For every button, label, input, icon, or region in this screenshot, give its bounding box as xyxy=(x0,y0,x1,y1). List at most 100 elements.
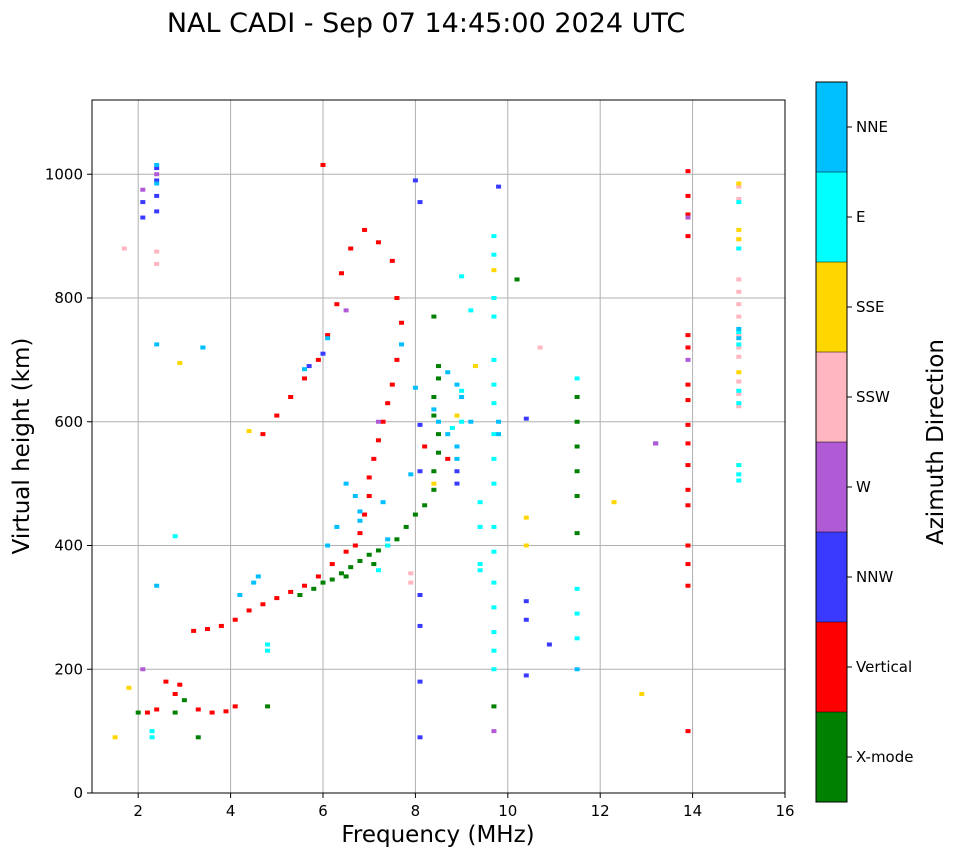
data-point xyxy=(140,667,146,672)
x-tick-label: 16 xyxy=(775,802,794,820)
y-axis: 0 200 400 600 800 1000 xyxy=(45,165,92,802)
data-point xyxy=(685,729,691,734)
data-point xyxy=(357,509,363,514)
data-point xyxy=(181,698,187,703)
data-point xyxy=(574,444,580,449)
data-point xyxy=(412,512,418,517)
series-x-mode xyxy=(135,277,580,740)
data-point xyxy=(154,342,160,347)
data-point xyxy=(685,463,691,468)
data-point xyxy=(736,277,742,282)
data-point xyxy=(385,537,391,542)
data-point xyxy=(246,608,252,613)
data-point xyxy=(375,548,381,553)
data-point xyxy=(454,469,460,474)
data-point xyxy=(154,193,160,198)
data-point xyxy=(685,193,691,198)
data-point xyxy=(154,583,160,588)
data-point xyxy=(436,450,441,455)
data-point xyxy=(431,413,437,418)
data-point xyxy=(736,197,742,201)
data-point xyxy=(685,487,691,492)
data-point xyxy=(408,571,414,576)
data-point xyxy=(436,364,441,369)
data-point xyxy=(468,419,474,424)
data-point xyxy=(371,456,377,461)
data-point xyxy=(685,215,691,220)
data-point xyxy=(422,503,428,508)
data-point xyxy=(436,376,441,381)
data-point xyxy=(523,416,529,421)
data-point xyxy=(431,395,437,399)
data-point xyxy=(154,249,160,254)
colorbar: X-mode Vertical NNW W SSW SSE E NNE xyxy=(815,81,913,803)
data-point xyxy=(491,432,497,437)
colorbar-tick-label: SSW xyxy=(856,388,890,406)
data-point xyxy=(491,704,497,709)
data-point xyxy=(431,469,437,474)
data-point xyxy=(412,385,418,390)
x-tick-label: 12 xyxy=(591,802,610,820)
data-point xyxy=(491,630,497,635)
data-point xyxy=(574,469,580,474)
colorbar-tick-label: X-mode xyxy=(856,748,913,766)
data-point xyxy=(454,413,460,418)
data-point xyxy=(334,524,340,529)
data-point xyxy=(389,258,395,263)
data-marks xyxy=(112,162,742,740)
data-point xyxy=(394,537,400,542)
data-point xyxy=(195,735,201,740)
data-point xyxy=(736,388,742,393)
data-point xyxy=(343,574,349,579)
data-point xyxy=(154,178,160,183)
data-point xyxy=(163,679,169,684)
data-point xyxy=(375,438,381,443)
data-point xyxy=(491,481,497,486)
data-point xyxy=(685,345,691,350)
data-point xyxy=(311,586,317,591)
data-point xyxy=(736,326,742,331)
colorbar-tick-label: NNE xyxy=(856,118,888,136)
data-point xyxy=(223,709,229,714)
data-point xyxy=(523,515,529,520)
data-point xyxy=(288,395,294,399)
data-point xyxy=(112,735,118,740)
data-point xyxy=(491,252,497,257)
colorbar-tick-label: W xyxy=(856,478,871,496)
data-point xyxy=(177,682,183,687)
data-point xyxy=(574,419,580,424)
data-point xyxy=(154,172,160,177)
data-point xyxy=(177,360,183,365)
grid xyxy=(92,100,786,794)
data-point xyxy=(685,422,691,427)
data-point xyxy=(736,401,742,406)
data-point xyxy=(736,330,742,335)
data-point xyxy=(685,583,691,588)
data-point xyxy=(736,289,742,294)
data-point xyxy=(445,370,451,375)
series-e xyxy=(149,200,742,740)
data-point xyxy=(449,425,455,430)
data-point xyxy=(232,617,238,622)
data-point xyxy=(380,419,386,424)
data-point xyxy=(274,596,280,601)
data-point xyxy=(297,593,303,597)
data-point xyxy=(260,602,266,607)
data-point xyxy=(685,562,691,567)
data-point xyxy=(362,512,368,517)
x-tick-label: 8 xyxy=(411,802,421,820)
data-point xyxy=(417,422,423,427)
data-point xyxy=(343,308,349,313)
y-tick-label: 600 xyxy=(54,413,83,431)
data-point xyxy=(459,388,465,393)
data-point xyxy=(375,419,381,424)
data-point xyxy=(736,200,742,205)
data-point xyxy=(685,398,691,403)
data-point xyxy=(491,667,497,672)
data-point xyxy=(491,524,497,529)
data-point xyxy=(121,246,127,251)
data-point xyxy=(394,357,400,362)
data-point xyxy=(172,710,178,715)
data-point xyxy=(265,648,271,653)
data-point xyxy=(154,261,160,266)
